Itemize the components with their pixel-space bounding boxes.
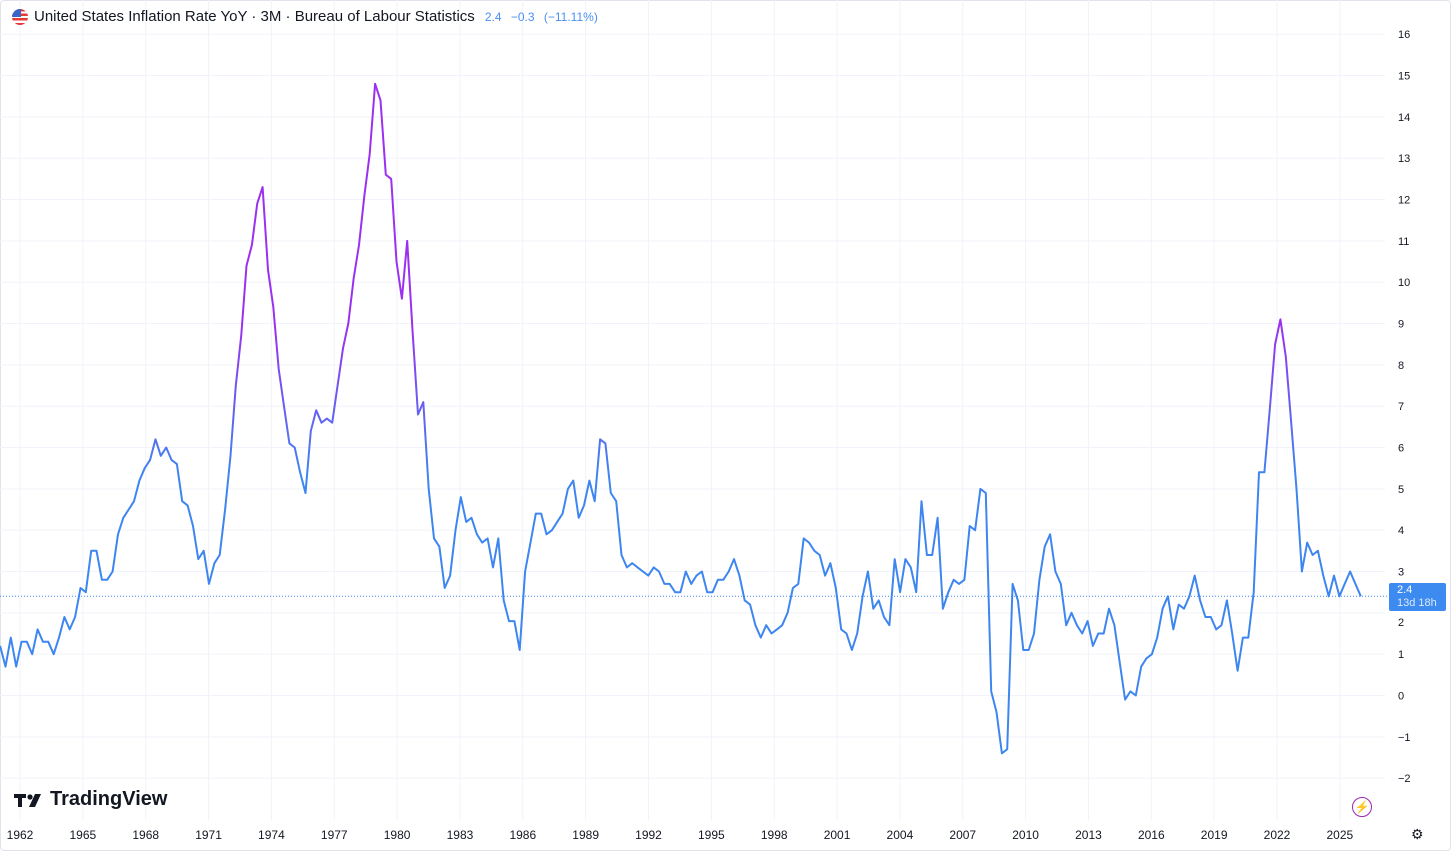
y-tick-label: 9 <box>1398 319 1404 331</box>
tradingview-logo-icon <box>14 793 41 807</box>
change-value: −0.3 <box>510 9 535 24</box>
x-tick-label: 1998 <box>761 828 788 842</box>
y-tick-label: 12 <box>1398 195 1410 207</box>
y-tick-label: 10 <box>1398 277 1410 289</box>
series-line-inflation <box>0 82 1362 755</box>
x-tick-label: 1971 <box>195 828 222 842</box>
x-tick-label: 2001 <box>824 828 851 842</box>
y-tick-label: 13 <box>1398 153 1410 165</box>
x-tick-label: 1995 <box>698 828 725 842</box>
y-tick-label: 7 <box>1398 401 1404 413</box>
y-tick-label: 11 <box>1398 236 1409 248</box>
x-tick-label: 2022 <box>1264 828 1291 842</box>
x-tick-label: 1980 <box>384 828 411 842</box>
x-tick-label: 1989 <box>572 828 599 842</box>
y-tick-label: 5 <box>1398 484 1404 496</box>
header-values: 2.4 −0.3 (−11.11%) <box>485 10 604 24</box>
x-tick-label: 1983 <box>447 828 474 842</box>
x-axis: 1962 1965 1968 1971 1974 1977 1980 1983 1986 1989… <box>7 828 1354 842</box>
x-tick-label: 2016 <box>1138 828 1165 842</box>
x-tick-label: 2010 <box>1012 828 1039 842</box>
y-tick-label: 0 <box>1398 691 1404 703</box>
grid-lines <box>0 0 1385 820</box>
y-tick-label: 4 <box>1398 525 1404 537</box>
x-tick-label: 2004 <box>887 828 914 842</box>
y-tick-label: 14 <box>1398 112 1410 124</box>
x-tick-label: 1965 <box>69 828 96 842</box>
y-tick-label: 6 <box>1398 443 1404 455</box>
x-tick-label: 1986 <box>509 828 536 842</box>
lightning-icon[interactable]: ⚡ <box>1352 797 1372 817</box>
y-tick-label: 15 <box>1398 71 1410 83</box>
x-tick-label: 2013 <box>1075 828 1102 842</box>
y-tick-label: 2 <box>1398 617 1404 629</box>
y-tick-label: −1 <box>1398 732 1411 744</box>
x-tick-label: 1968 <box>132 828 159 842</box>
us-flag-icon <box>12 8 28 25</box>
x-tick-label: 2007 <box>949 828 976 842</box>
y-tick-label: 16 <box>1398 29 1410 41</box>
y-tick-label: 1 <box>1398 649 1404 661</box>
x-tick-label: 1992 <box>635 828 662 842</box>
x-tick-label: 1974 <box>258 828 285 842</box>
price-label-value: 2.4 <box>1397 584 1413 596</box>
last-value: 2.4 <box>484 9 502 24</box>
chart-header: United States Inflation Rate YoY · 3M · … <box>12 8 604 25</box>
last-price-label: 2.4 13d 18h <box>1389 583 1446 611</box>
x-tick-label: 1962 <box>7 828 34 842</box>
series-title[interactable]: United States Inflation Rate YoY · 3M · … <box>34 8 475 25</box>
y-tick-label: 8 <box>1398 360 1404 372</box>
change-percent: (−11.11%) <box>543 9 598 24</box>
tradingview-logo[interactable]: TradingView <box>14 788 167 811</box>
y-tick-label: −2 <box>1398 773 1411 785</box>
x-tick-label: 2019 <box>1201 828 1228 842</box>
price-label-countdown: 13d 18h <box>1397 597 1437 609</box>
x-tick-label: 1977 <box>321 828 348 842</box>
logo-text: TradingView <box>50 788 168 810</box>
y-tick-label: 3 <box>1398 567 1404 579</box>
settings-gear-icon[interactable]: ⚙ <box>1411 826 1424 842</box>
x-tick-label: 2025 <box>1326 828 1353 842</box>
